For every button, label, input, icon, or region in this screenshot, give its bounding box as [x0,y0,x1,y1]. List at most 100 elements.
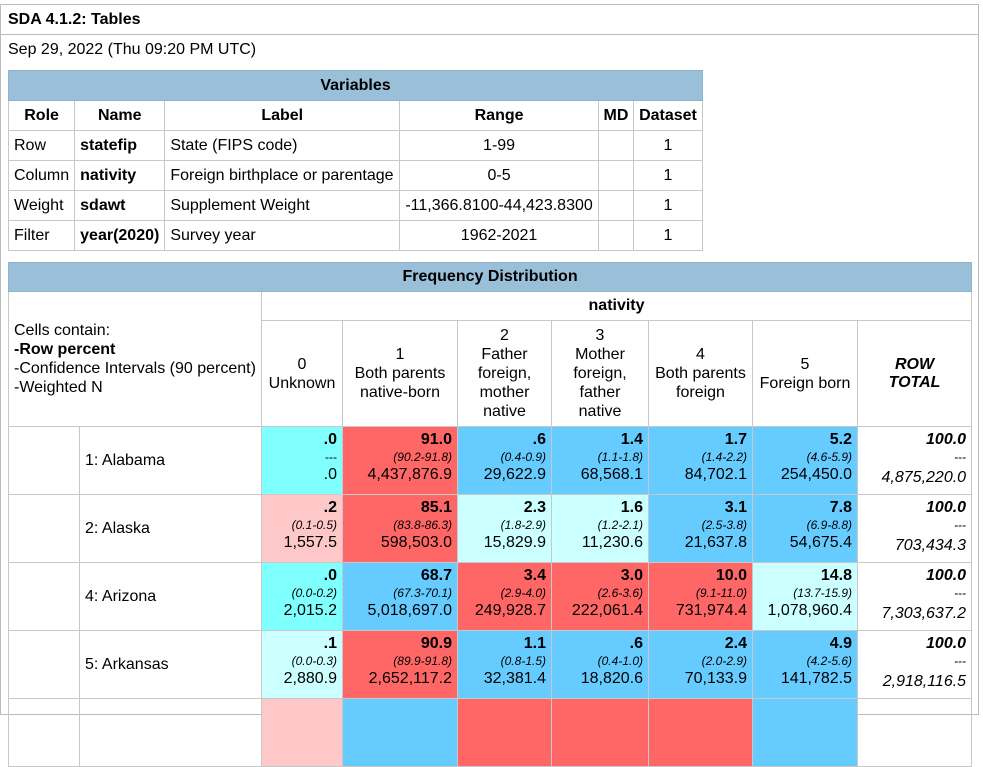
confidence-interval: (90.2-91.8) [393,450,452,464]
nativity-col-0: 0 Unknown [261,320,343,427]
row-total-percent: 100.0 [926,431,967,448]
nativity-col-3: 3 Mother foreign, father native [551,320,649,427]
row-total-cell: 100.0 --- 703,434.3 [856,494,973,563]
row-percent: 4.9 [829,635,852,652]
row-percent: 2.3 [523,499,546,516]
frequency-heading: Frequency Distribution [7,262,973,292]
frequency-cell [551,698,649,767]
cells-legend: Cells contain: -Row percent -Confidence … [8,291,262,427]
frequency-cell: 91.0 (90.2-91.8) 4,437,876.9 [342,426,458,495]
weighted-n: 84,702.1 [684,466,747,483]
frequency-cell [457,698,552,767]
row-percent: 3.0 [620,567,643,584]
var-name: sdawt [74,190,166,221]
row-total-percent: 100.0 [926,567,967,584]
row-indent-cell [8,698,80,767]
var-range: 0-5 [399,160,599,191]
row-total-header: ROW TOTAL [856,320,973,427]
var-range: 1-99 [399,130,599,161]
row-percent: 68.7 [420,567,452,584]
frequency-cell: .6 (0.4-1.0) 18,820.6 [551,630,649,699]
var-md [598,190,634,221]
col-header-line: Both parents [655,365,746,382]
variable-row: Filter year(2020) Survey year 1962-2021 … [7,220,704,251]
weighted-n: 70,133.9 [684,670,747,687]
col-header-line: native [483,403,526,420]
row-total-cell: 100.0 --- 2,918,116.5 [856,630,973,699]
row-percent: 1.4 [620,431,643,448]
col-header-line: Mother [575,346,625,363]
row-total-ci: --- [954,654,967,668]
col-header-line: 4 [696,346,705,363]
confidence-interval: (1.8-2.9) [500,518,546,532]
confidence-interval: (89.9-91.8) [393,654,452,668]
row-indent-cell [8,562,80,631]
weighted-n: 249,928.7 [474,602,546,619]
weighted-n: 15,829.9 [483,534,546,551]
var-name: nativity [74,160,166,191]
col-role: Role [7,100,76,131]
row-total-n: 2,918,116.5 [882,673,967,690]
var-dataset: 1 [632,130,704,161]
frequency-cell: 1.7 (1.4-2.2) 84,702.1 [648,426,753,495]
frequency-cell: .0 (0.0-0.2) 2,015.2 [261,562,343,631]
weighted-n: 254,450.0 [780,466,852,483]
frequency-cell: 85.1 (83.8-86.3) 598,503.0 [342,494,458,563]
confidence-interval: (2.6-3.6) [597,586,643,600]
row-percent: 5.2 [829,431,852,448]
confidence-interval: (0.4-0.9) [500,450,546,464]
confidence-interval: (2.0-2.9) [701,654,747,668]
table-row: 4: Arizona .0 (0.0-0.2) 2,015.2 68.7 (67.3-70… [8,562,973,631]
weighted-n: 598,503.0 [380,534,452,551]
row-total-cell [856,698,973,767]
col-label: Label [164,100,401,131]
weighted-n: 222,061.4 [571,602,643,619]
variable-row: Column nativity Foreign birthplace or pa… [7,160,704,191]
confidence-interval: (0.0-0.3) [291,654,337,668]
variable-row: Weight sdawt Supplement Weight -11,366.8… [7,190,704,221]
var-md [598,130,634,161]
row-percent: 3.1 [724,499,747,516]
var-label: State (FIPS code) [164,130,401,161]
confidence-interval: (0.1-0.5) [291,518,337,532]
frequency-cell: 1.1 (0.8-1.5) 32,381.4 [457,630,552,699]
col-header-line: mother [479,384,530,401]
row-percent: .0 [323,431,337,448]
weighted-n: 1,078,960.4 [767,602,852,619]
state-label: 5: Arkansas [79,630,262,699]
var-range: 1962-2021 [399,220,599,251]
var-dataset: 1 [632,190,704,221]
col-header-line: foreign, [477,365,532,382]
row-percent: 3.4 [523,567,546,584]
frequency-cell: .6 (0.4-0.9) 29,622.9 [457,426,552,495]
confidence-interval: (1.4-2.2) [701,450,747,464]
datetime-text: Sep 29, 2022 (Thu 09:20 PM UTC) [8,41,257,58]
frequency-cell: .0 --- .0 [261,426,343,495]
col-header-line: Unknown [268,374,336,392]
var-dataset: 1 [632,160,704,191]
col-name: Name [74,100,166,131]
var-dataset: 1 [632,220,704,251]
legend-weighted-n: -Weighted N [14,379,103,396]
column-header-row: 0 Unknown 1 Both parents native-born 2 Father f… [9,320,973,427]
frequency-cell: 5.2 (4.6-5.9) 254,450.0 [752,426,858,495]
row-percent: 91.0 [420,431,452,448]
col-header-line: 3 [595,327,605,344]
frequency-cell: .2 (0.1-0.5) 1,557.5 [261,494,343,563]
weighted-n: 2,652,117.2 [368,670,452,687]
row-percent: 1.1 [523,635,546,652]
variables-table: Variables Role Name Label Range MD Datas… [7,70,704,251]
weighted-n: 1,557.5 [283,534,337,551]
var-name: year(2020) [74,220,166,251]
frequency-cell: 4.9 (4.2-5.6) 141,782.5 [752,630,858,699]
confidence-interval: (1.1-1.8) [597,450,643,464]
weighted-n: 141,782.5 [780,670,852,687]
row-indent-cell [8,494,80,563]
confidence-interval: (13.7-15.9) [793,586,852,600]
weighted-n: 32,381.4 [483,670,546,687]
page-title: SDA 4.1.2: Tables [8,11,141,28]
row-percent: 14.8 [820,567,852,584]
frequency-cell: .1 (0.0-0.3) 2,880.9 [261,630,343,699]
row-total-ci: --- [954,586,967,600]
variable-row: Row statefip State (FIPS code) 1-99 1 [7,130,704,161]
